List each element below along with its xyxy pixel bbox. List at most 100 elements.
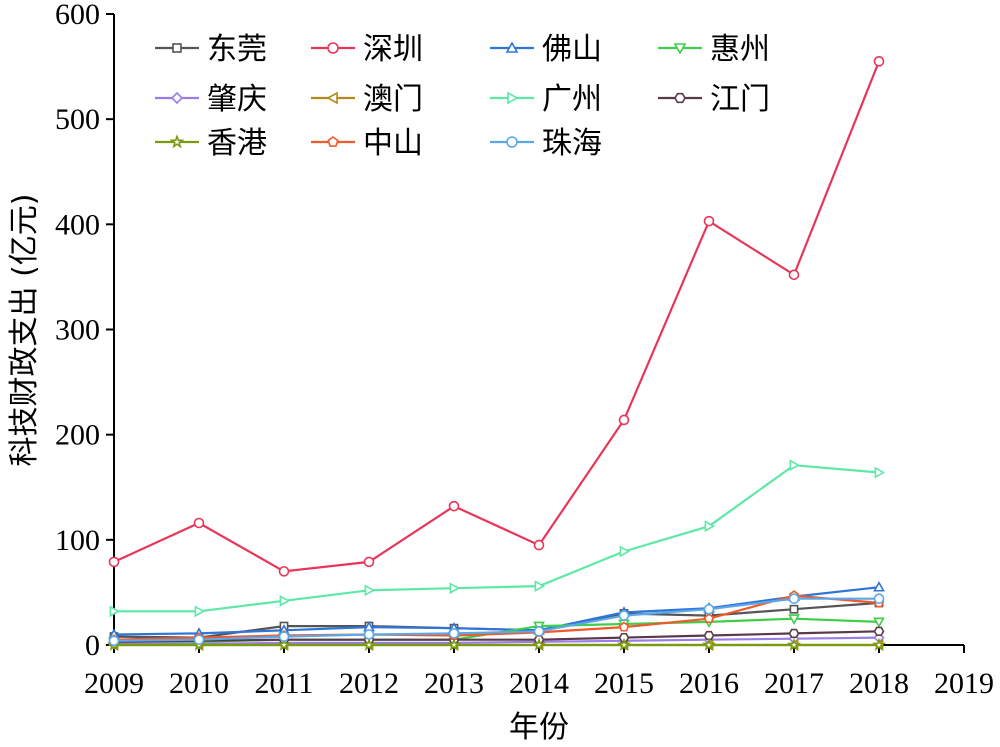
- data-point: [873, 617, 885, 629]
- axes-layer: 0 100 200 300 400 500 600 2009 2010 2011 2012 2013 2…: [55, 0, 994, 700]
- legend-label: 深圳: [363, 32, 423, 67]
- x-tick-label: 2013: [424, 667, 484, 700]
- data-point: [194, 605, 206, 618]
- y-tick-label: 300: [55, 314, 100, 347]
- legend-item: 深圳: [311, 32, 423, 67]
- data-point: [618, 621, 630, 632]
- data-point: [873, 56, 885, 67]
- y-tick-label: 400: [55, 208, 100, 241]
- series-7: [109, 459, 886, 618]
- legend-marker: [505, 41, 519, 53]
- data-point: [108, 556, 120, 568]
- legend-marker: [507, 91, 519, 105]
- data-point: [872, 637, 886, 651]
- data-point: [363, 556, 375, 568]
- legend-marker: [673, 43, 687, 55]
- data-point: [618, 632, 630, 643]
- data-point: [789, 604, 799, 614]
- legend-marker: [327, 136, 339, 147]
- data-point: [108, 635, 120, 647]
- legend-label: 佛山: [542, 32, 602, 67]
- x-tick-label: 2015: [594, 667, 654, 700]
- y-axis-title: 科技财政支出 (亿元): [7, 194, 42, 467]
- legend-label: 香港: [207, 126, 267, 161]
- series-10: [108, 590, 885, 645]
- legend-marker: [674, 92, 686, 104]
- x-tick-label: 2010: [169, 667, 229, 700]
- legend-marker: [172, 43, 182, 53]
- data-point: [618, 414, 630, 426]
- y-tick-label: 600: [55, 0, 100, 31]
- data-point: [277, 637, 291, 651]
- legend-label: 中山: [363, 126, 423, 161]
- series-line: [114, 464, 880, 613]
- x-tick-label: 2011: [255, 667, 314, 700]
- x-axis-title: 年份: [509, 710, 569, 745]
- x-tick-label: 2014: [509, 667, 569, 700]
- data-point: [448, 500, 460, 512]
- y-tick-label: 500: [55, 103, 100, 136]
- legend-marker: [506, 136, 518, 148]
- data-point: [703, 613, 715, 624]
- legend-label: 澳门: [363, 82, 423, 117]
- data-point: [278, 631, 290, 642]
- legend-item: 澳门: [311, 82, 423, 117]
- legend-item: 佛山: [490, 32, 602, 67]
- data-point: [532, 637, 546, 651]
- data-point: [619, 545, 631, 558]
- data-point: [364, 584, 376, 597]
- data-point: [448, 628, 460, 639]
- data-point: [533, 626, 545, 637]
- data-point: [193, 517, 205, 529]
- data-point: [278, 566, 290, 577]
- x-tick-label: 2016: [679, 667, 739, 700]
- series-layer: [107, 56, 886, 651]
- series-11: [108, 593, 885, 647]
- legend-item: 江门: [658, 82, 770, 117]
- data-point: [874, 466, 886, 479]
- legend-label: 广州: [542, 82, 602, 117]
- data-point: [703, 215, 715, 227]
- x-tick-label: 2009: [84, 667, 144, 700]
- data-point: [533, 539, 545, 551]
- data-point: [109, 605, 121, 618]
- legend-item: 珠海: [490, 126, 602, 161]
- data-point: [193, 634, 205, 646]
- legend-label: 惠州: [710, 32, 770, 67]
- x-tick-label: 2018: [849, 667, 909, 700]
- legend-label: 江门: [710, 82, 770, 117]
- series-line: [113, 597, 879, 642]
- series-line: [113, 630, 880, 643]
- legend-marker: [169, 134, 185, 149]
- data-point: [449, 582, 461, 595]
- x-tick-label: 2019: [934, 667, 994, 700]
- series-line: [113, 594, 880, 641]
- data-point: [702, 637, 716, 651]
- legend-label: 肇庆: [207, 82, 267, 117]
- y-tick-label: 100: [55, 524, 100, 557]
- series-2: [108, 56, 885, 577]
- data-point: [363, 629, 375, 640]
- data-point: [788, 628, 800, 639]
- legend-item: 广州: [490, 82, 602, 117]
- legend-marker: [326, 91, 338, 105]
- legend-item: 中山: [311, 126, 423, 161]
- data-point: [787, 637, 801, 651]
- data-point: [873, 626, 885, 637]
- data-point: [788, 614, 800, 625]
- data-point: [618, 610, 630, 621]
- data-point: [703, 603, 715, 615]
- data-point: [788, 269, 800, 281]
- data-point: [362, 637, 376, 651]
- data-point: [703, 630, 715, 641]
- data-point: [873, 593, 885, 605]
- data-point: [789, 459, 801, 472]
- data-point: [447, 637, 461, 651]
- series-line: [113, 586, 880, 636]
- series-9: [107, 637, 886, 651]
- legend-item: 肇庆: [155, 82, 267, 117]
- legend-item: 惠州: [658, 32, 770, 67]
- legend-label: 东莞: [207, 32, 267, 67]
